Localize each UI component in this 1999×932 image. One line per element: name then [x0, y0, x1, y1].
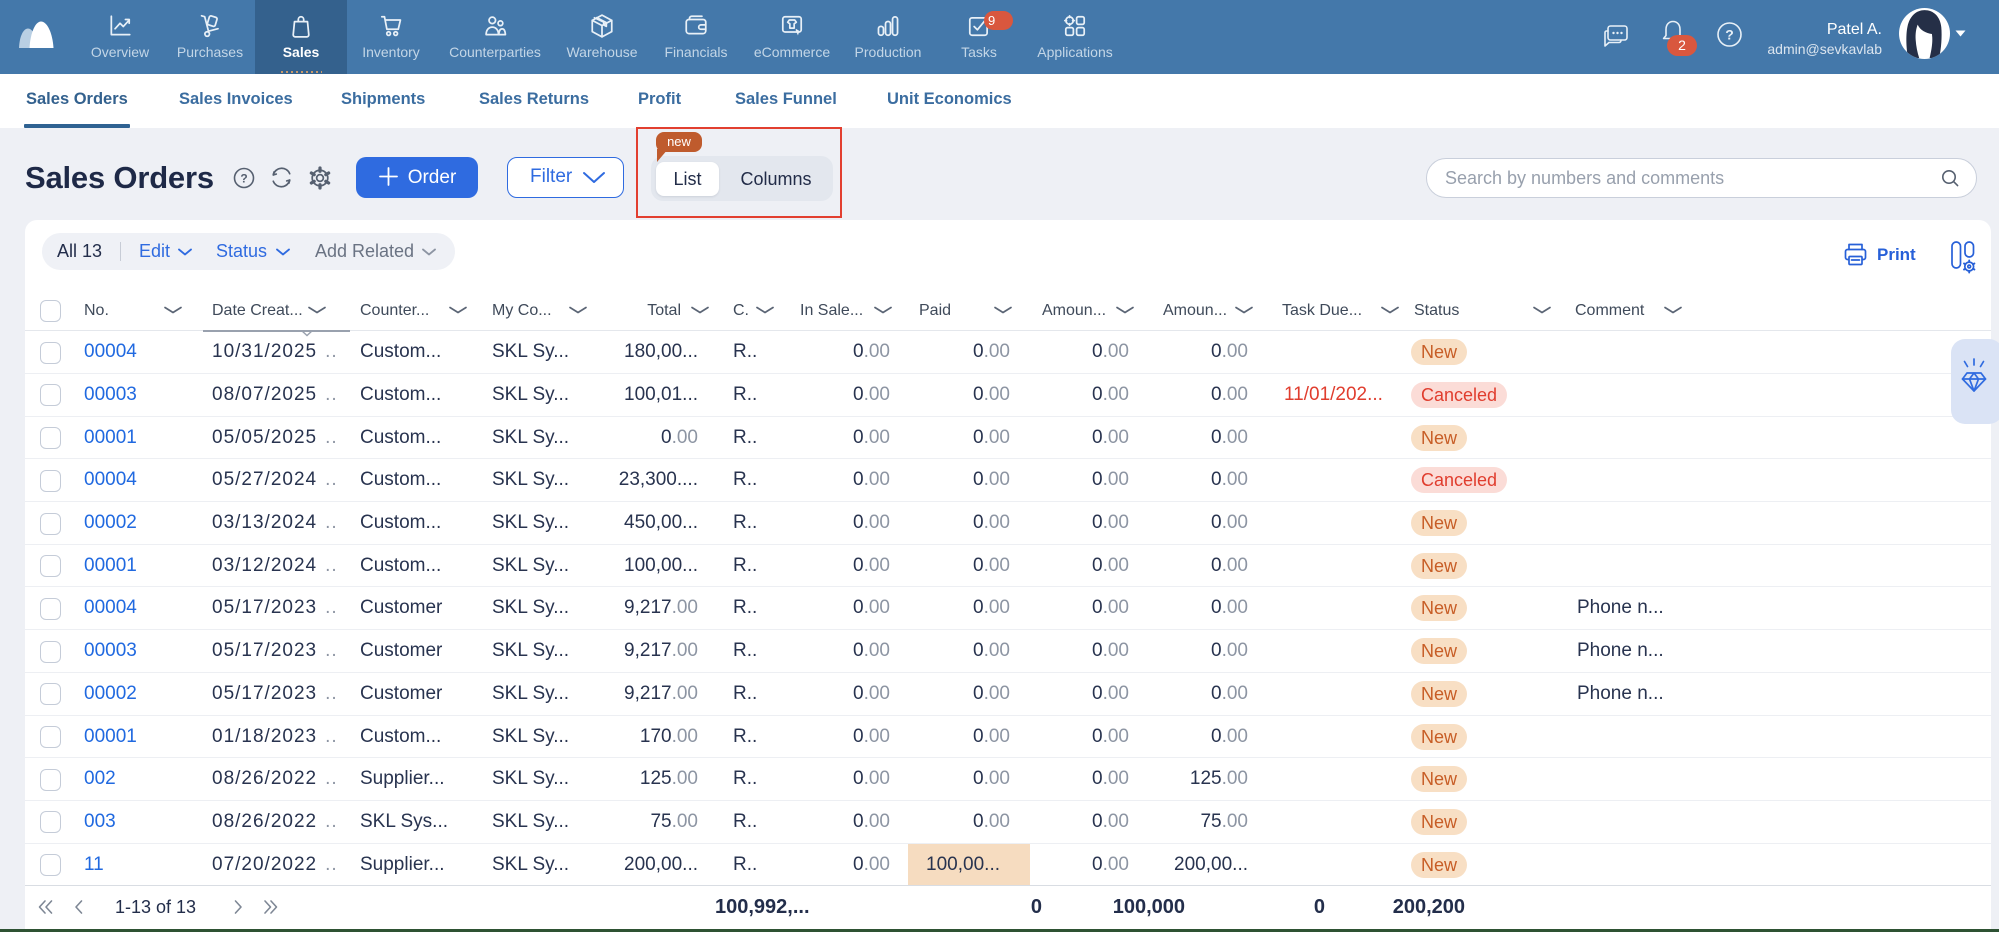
svg-text:?: ? — [240, 172, 247, 186]
svg-text:?: ? — [1725, 27, 1734, 43]
